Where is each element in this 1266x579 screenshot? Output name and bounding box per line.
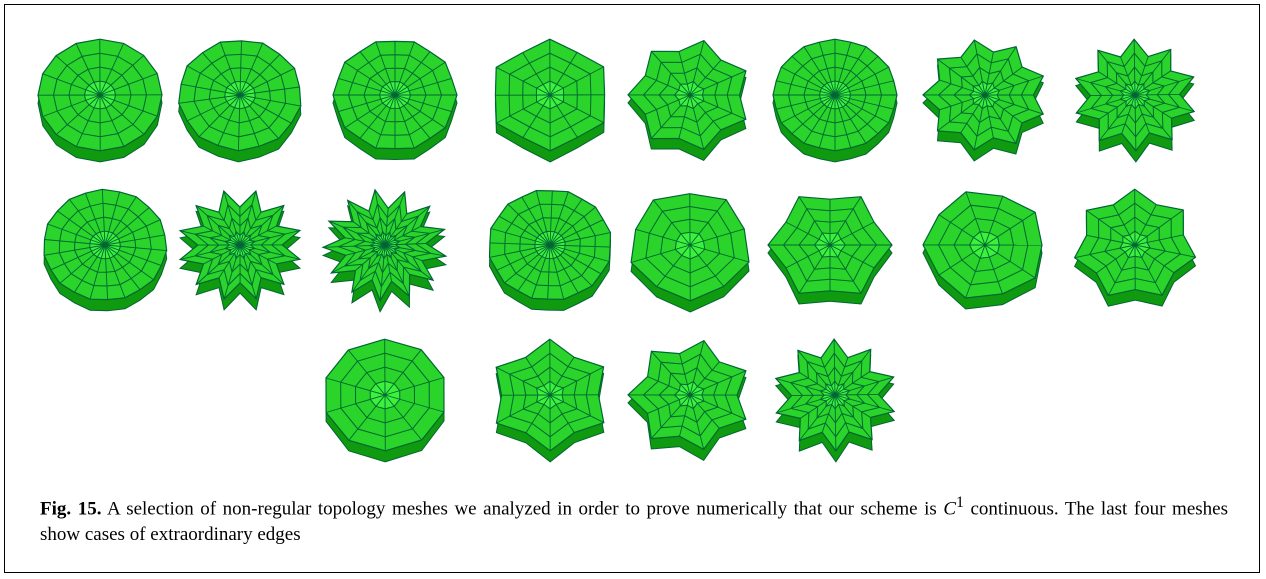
mesh <box>923 192 1042 309</box>
mesh-edge <box>1090 95 1135 96</box>
mesh <box>1076 39 1194 162</box>
mesh <box>495 39 604 162</box>
mesh <box>768 197 892 304</box>
mesh <box>323 190 446 312</box>
mesh <box>496 339 604 462</box>
mesh <box>776 339 894 462</box>
mesh <box>179 41 301 162</box>
mesh <box>333 41 457 159</box>
caption-math: C <box>943 498 956 519</box>
mesh <box>773 39 897 162</box>
mesh <box>923 40 1043 161</box>
mesh-edge <box>792 395 835 396</box>
caption-label: Fig. 15. <box>40 498 101 519</box>
caption-text: A selection of non-regular topology mesh… <box>107 498 943 519</box>
mesh <box>38 39 162 162</box>
mesh <box>326 339 444 462</box>
caption-superscript: 1 <box>956 494 964 511</box>
mesh <box>628 41 746 161</box>
mesh <box>490 191 611 311</box>
mesh-edge <box>835 394 878 395</box>
mesh <box>631 194 749 312</box>
figure-caption: Fig. 15. A selection of non-regular topo… <box>40 490 1228 548</box>
mesh-edge <box>1135 94 1180 95</box>
mesh <box>628 341 746 461</box>
mesh <box>44 189 167 310</box>
mesh <box>180 191 300 310</box>
mesh <box>1075 189 1196 306</box>
mesh-gallery <box>0 0 1266 480</box>
